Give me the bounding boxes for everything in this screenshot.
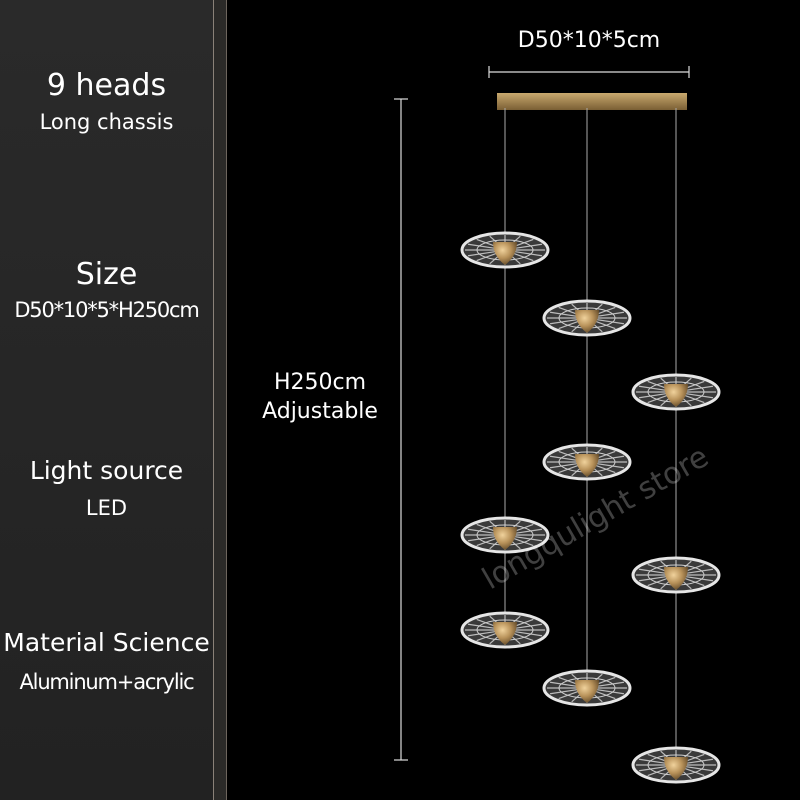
pendant-light (460, 231, 550, 269)
divider (213, 0, 214, 800)
spec-heads-title: 9 heads (46, 68, 167, 103)
pendant-light (460, 516, 550, 554)
pendant-light (631, 373, 721, 411)
spec-material-title: Material Science (3, 628, 210, 657)
height-label: H250cm (273, 370, 367, 395)
pendant-light (542, 669, 632, 707)
spec-size-value: D50*10*5*H250cm (14, 298, 200, 322)
ceiling-canopy (497, 93, 687, 110)
height-note: Adjustable (262, 399, 378, 424)
pendant-light (631, 746, 721, 784)
spec-material-value: Aluminum+acrylic (19, 670, 195, 694)
divider (226, 0, 227, 800)
pendant-light (542, 299, 632, 337)
height-dimension-line (394, 98, 408, 761)
spec-heads-value: Long chassis (39, 110, 174, 134)
width-dimension-line (488, 66, 690, 78)
width-label: D50*10*5cm (517, 28, 661, 53)
spec-light-value: LED (85, 496, 128, 520)
spec-light-title: Light source (29, 456, 184, 485)
pendant-light (542, 443, 632, 481)
pendant-light (631, 556, 721, 594)
spec-size-title: Size (75, 257, 138, 292)
pendant-light (460, 611, 550, 649)
divider-band (214, 0, 226, 800)
spec-panel: 9 heads Long chassis Size D50*10*5*H250c… (0, 0, 213, 800)
